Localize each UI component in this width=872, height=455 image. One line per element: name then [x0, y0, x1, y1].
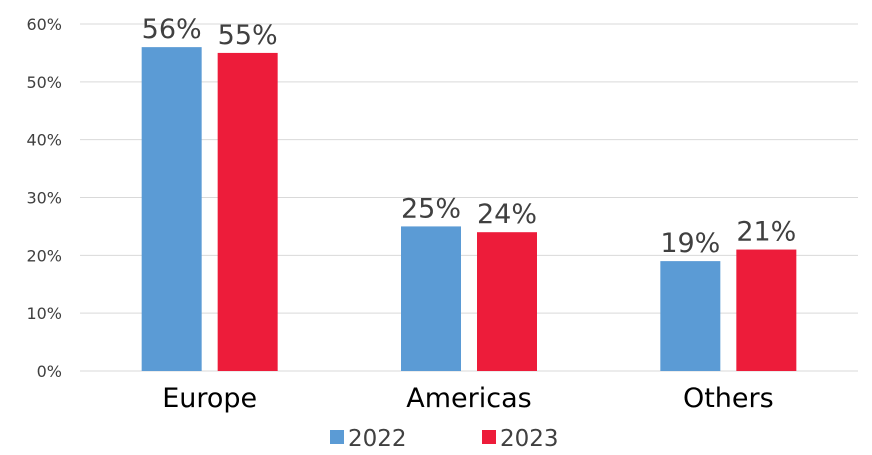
- y-tick-label: 50%: [26, 73, 62, 92]
- legend-swatch-2022: [330, 430, 344, 444]
- bar-2022-others: [660, 261, 721, 371]
- bar-2022-europe: [141, 47, 202, 372]
- y-axis-tick-labels: 0% 10% 20% 30% 40% 50% 60%: [26, 15, 62, 381]
- data-label: 56%: [142, 14, 202, 45]
- bar-2023-americas: [477, 232, 537, 371]
- data-label: 21%: [736, 217, 796, 248]
- y-tick-label: 10%: [26, 304, 62, 323]
- bar-2022-americas: [401, 226, 461, 371]
- legend-label-2023: 2023: [500, 426, 559, 451]
- data-label: 24%: [477, 199, 537, 230]
- data-label: 55%: [218, 20, 278, 51]
- y-tick-label: 40%: [26, 131, 62, 150]
- category-label: Europe: [162, 383, 257, 414]
- bar-2023-europe: [217, 52, 278, 372]
- category-labels: Europe Americas Others: [162, 383, 774, 414]
- y-tick-label: 20%: [26, 246, 62, 265]
- legend-label-2022: 2022: [348, 426, 407, 451]
- legend: 2022 2023: [330, 426, 559, 452]
- bars: [141, 47, 797, 372]
- y-tick-label: 0%: [37, 362, 62, 381]
- bar-2023-others: [736, 249, 797, 371]
- category-label: Others: [683, 383, 774, 414]
- category-label: Americas: [406, 383, 531, 414]
- legend-swatch-2023: [482, 430, 496, 444]
- y-tick-label: 30%: [26, 189, 62, 208]
- grid-lines: [80, 23, 858, 372]
- data-label: 19%: [660, 228, 720, 259]
- data-label: 25%: [401, 193, 461, 224]
- y-tick-label: 60%: [26, 15, 62, 34]
- data-labels: 56% 55% 25% 24% 19% 21%: [142, 14, 797, 259]
